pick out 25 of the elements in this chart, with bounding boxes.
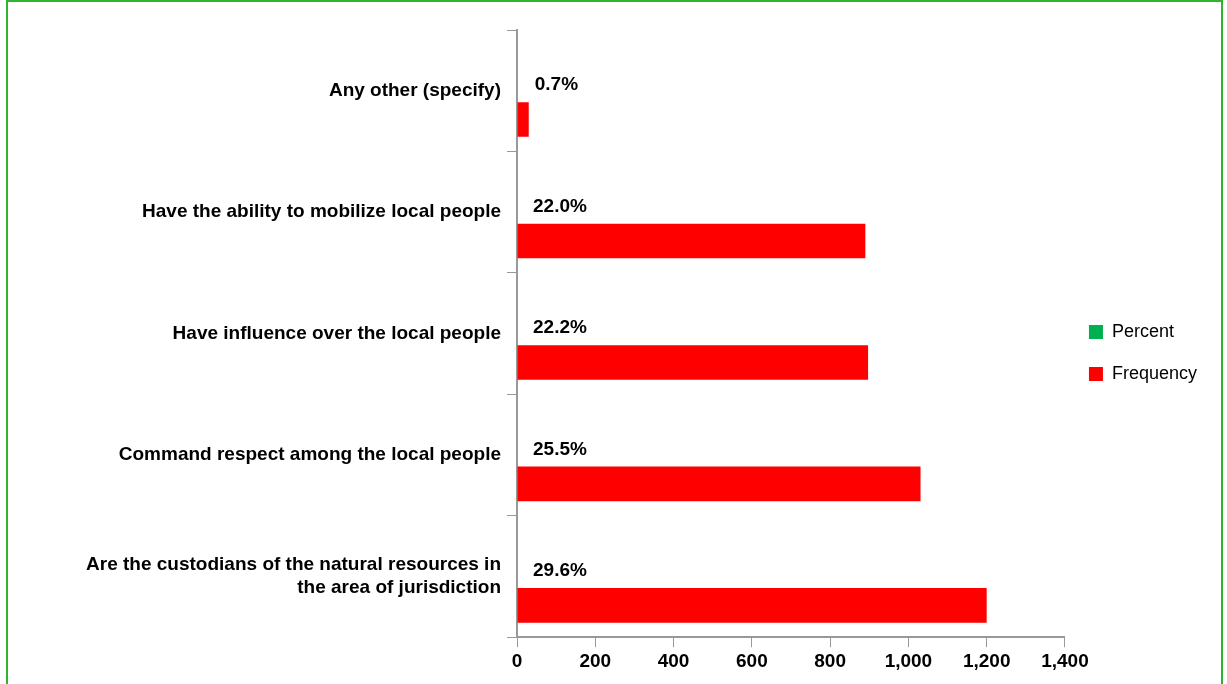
bar xyxy=(517,223,866,259)
bar xyxy=(517,466,921,502)
x-tick-label: 400 xyxy=(657,649,690,671)
x-tick-label: 1,200 xyxy=(962,649,1011,671)
x-tick-label: 800 xyxy=(814,649,846,671)
x-tick-label: 0 xyxy=(511,649,523,671)
bar xyxy=(517,588,987,623)
legend-label: Percent xyxy=(1111,320,1174,341)
y-tick-label: Have influence over the local people xyxy=(172,321,501,343)
annotation: 29.6% xyxy=(533,559,587,581)
annotation: 0.7% xyxy=(534,73,579,95)
annotation: 25.5% xyxy=(533,437,587,459)
annotation: 22.0% xyxy=(533,194,587,216)
bar xyxy=(517,102,529,137)
y-tick-label: Have the ability to mobilize local people xyxy=(142,200,501,222)
annotation: 22.2% xyxy=(533,316,587,338)
x-tick-label: 600 xyxy=(735,649,768,671)
legend-label: Frequency xyxy=(1111,362,1197,383)
y-tick-label: Are the custodians of the natural resources in the area of jurisdiction xyxy=(86,553,501,598)
x-tick-label: 1,400 xyxy=(1041,649,1089,671)
bar xyxy=(517,345,869,380)
y-tick-label: Any other (specify) xyxy=(328,78,501,100)
x-tick-label: 200 xyxy=(579,649,612,671)
y-tick-label: Command respect among the local people xyxy=(118,443,501,465)
x-tick-label: 1,000 xyxy=(884,649,933,671)
